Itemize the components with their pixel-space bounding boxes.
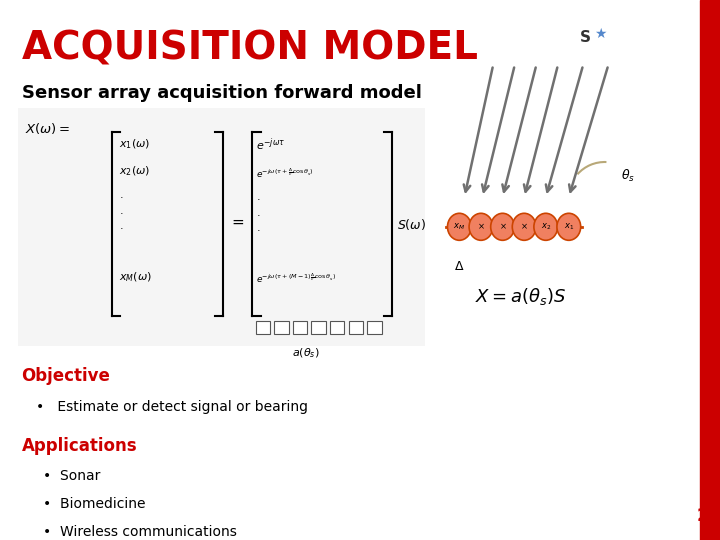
Text: $e^{-j\omega\tau}$: $e^{-j\omega\tau}$ xyxy=(256,136,285,153)
Ellipse shape xyxy=(513,213,536,240)
Bar xyxy=(330,321,344,334)
Text: $.$: $.$ xyxy=(119,221,123,232)
Text: $.$: $.$ xyxy=(256,208,260,218)
Text: •  Biomedicine: • Biomedicine xyxy=(43,497,145,511)
Text: $x_1$: $x_1$ xyxy=(564,221,574,232)
Text: •  Wireless communications: • Wireless communications xyxy=(43,525,237,539)
Bar xyxy=(18,108,425,346)
Text: $\Delta$: $\Delta$ xyxy=(454,260,464,273)
Text: $\theta_s$: $\theta_s$ xyxy=(621,167,634,184)
Text: $.$: $.$ xyxy=(256,192,260,202)
Bar xyxy=(348,321,363,334)
Text: •   Estimate or detect signal or bearing: • Estimate or detect signal or bearing xyxy=(36,400,308,414)
Ellipse shape xyxy=(491,213,514,240)
Text: $x_1(\omega)$: $x_1(\omega)$ xyxy=(119,138,150,151)
Text: ACQUISITION MODEL: ACQUISITION MODEL xyxy=(22,30,477,68)
Bar xyxy=(274,321,289,334)
Text: •  Sonar: • Sonar xyxy=(43,469,101,483)
Text: $\times$: $\times$ xyxy=(499,222,506,232)
Text: $x_2(\omega)$: $x_2(\omega)$ xyxy=(119,165,150,178)
Text: $=$: $=$ xyxy=(229,214,245,229)
Text: $x_M(\omega)$: $x_M(\omega)$ xyxy=(119,270,152,284)
Text: $X = a(\theta_s)S$: $X = a(\theta_s)S$ xyxy=(475,286,567,307)
Text: $S(\omega)$: $S(\omega)$ xyxy=(397,217,426,232)
Text: $X(\omega)=$: $X(\omega)=$ xyxy=(25,122,71,137)
Text: $e^{-j\omega(\tau+\frac{\Delta}{c}\cos\theta_s)}$: $e^{-j\omega(\tau+\frac{\Delta}{c}\cos\t… xyxy=(256,166,314,180)
Text: ★: ★ xyxy=(594,27,606,41)
Text: $.$: $.$ xyxy=(256,223,260,233)
Text: $a(\theta_s)$: $a(\theta_s)$ xyxy=(292,347,320,360)
Text: S: S xyxy=(580,30,590,45)
Text: $x_M$: $x_M$ xyxy=(454,221,465,232)
Ellipse shape xyxy=(448,213,472,240)
Bar xyxy=(367,321,382,334)
Text: $e^{-j\omega(\tau+(M-1)\frac{\Delta}{c}\cos\theta_s)}$: $e^{-j\omega(\tau+(M-1)\frac{\Delta}{c}\… xyxy=(256,271,336,285)
Text: Applications: Applications xyxy=(22,437,138,455)
Bar xyxy=(256,321,270,334)
Ellipse shape xyxy=(557,213,581,240)
Text: $\times$: $\times$ xyxy=(521,222,528,232)
Text: $.$: $.$ xyxy=(119,190,123,200)
Bar xyxy=(311,321,325,334)
Text: 2: 2 xyxy=(696,507,709,525)
Bar xyxy=(293,321,307,334)
Text: $x_2$: $x_2$ xyxy=(541,221,551,232)
Text: Sensor array acquisition forward model: Sensor array acquisition forward model xyxy=(22,84,421,102)
Text: $\times$: $\times$ xyxy=(477,222,485,232)
Text: $.$: $.$ xyxy=(119,206,123,217)
Ellipse shape xyxy=(469,213,493,240)
Ellipse shape xyxy=(534,213,557,240)
Text: Objective: Objective xyxy=(22,367,110,385)
